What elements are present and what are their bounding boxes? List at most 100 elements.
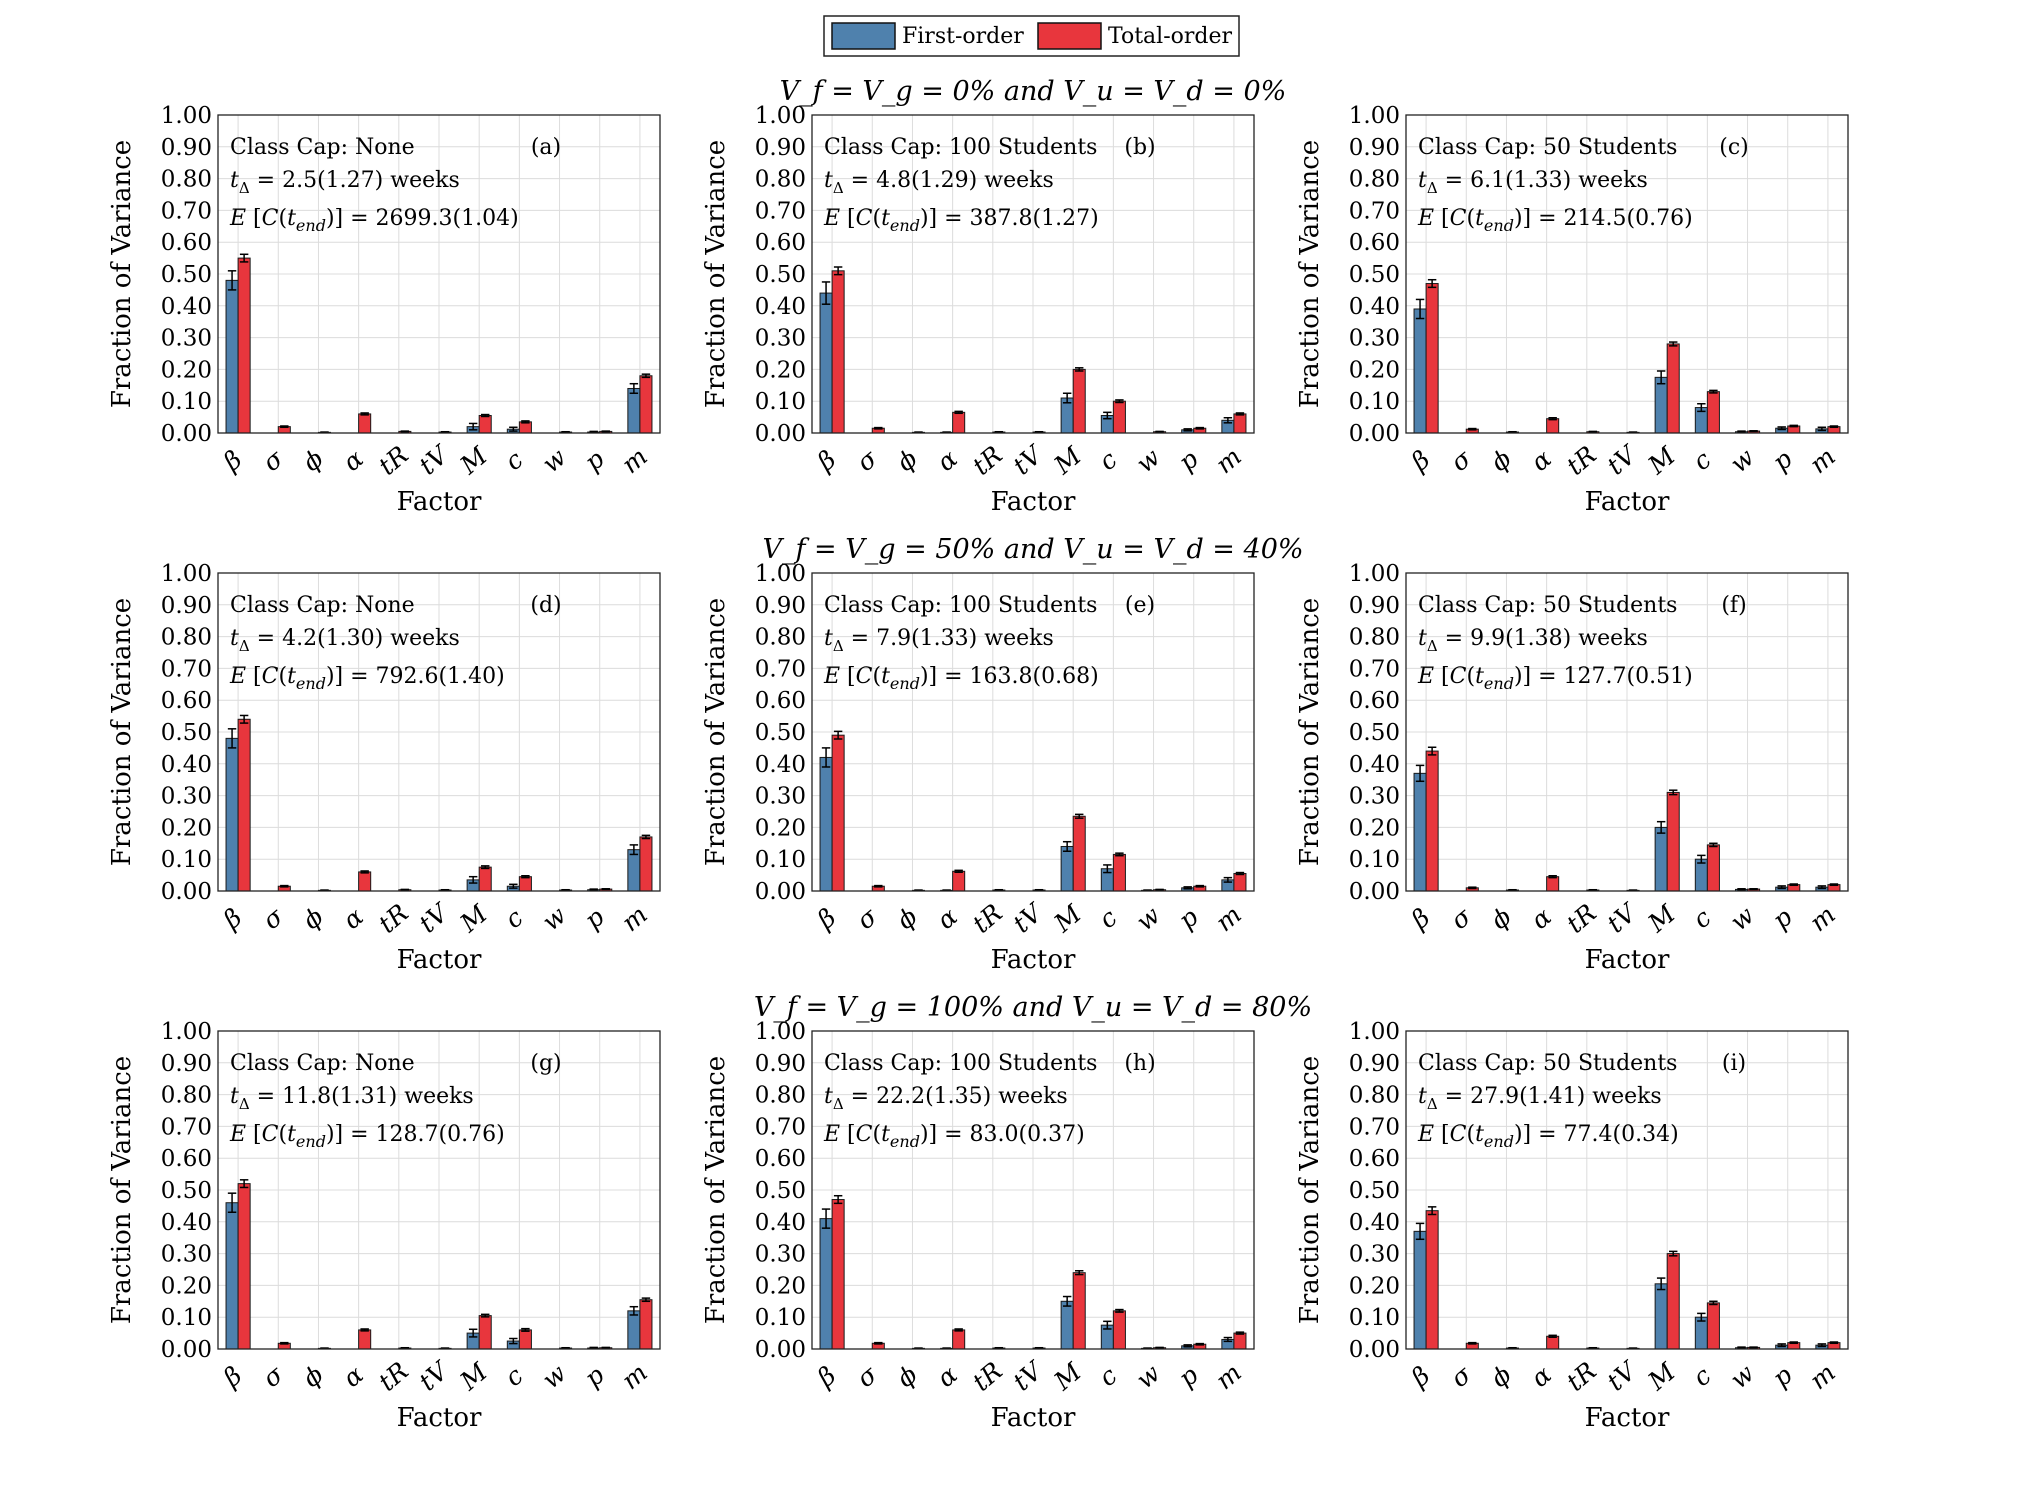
y-tick-label: 0.10 (755, 389, 806, 415)
y-tick-label: 0.50 (755, 1178, 806, 1204)
t-delta-value: = 4.8(1.29) weeks (844, 168, 1054, 193)
x-tick-label: σ (851, 1359, 883, 1393)
panel-label: (e) (1125, 593, 1155, 618)
y-axis-label: Fraction of Variance (701, 140, 731, 408)
y-tick-label: 0.70 (755, 656, 806, 682)
y-tick-label: 0.50 (755, 262, 806, 288)
expected-t: t (881, 664, 890, 689)
x-tick-label: p (1767, 1360, 1798, 1393)
expected-t: t (287, 1122, 296, 1147)
bar-total-order (639, 836, 653, 892)
x-axis-label: Factor (397, 487, 482, 517)
y-tick-label: 0.70 (161, 1114, 212, 1140)
y-tick-label: 0.10 (1349, 847, 1400, 873)
expected-c: C (262, 1122, 279, 1147)
bar-first-order (1060, 845, 1074, 892)
y-tick-label: 0.20 (1349, 357, 1400, 383)
x-tick-label: β (217, 445, 247, 477)
expected-c: C (1450, 206, 1467, 231)
y-tick-label: 0.80 (755, 1083, 806, 1109)
plot-frame (811, 114, 1255, 434)
bar-first-order (1060, 1300, 1074, 1350)
y-axis-label: Fraction of Variance (701, 1056, 731, 1324)
x-tick-label: p (1767, 902, 1798, 935)
t-delta-subscript: Δ (239, 1095, 250, 1113)
panel-h: 0.00 0.10 0.20 0.30 0.40 0.50 0.60 0.70 0.80 0.90… (701, 1019, 1255, 1433)
x-tick-label: β (1405, 903, 1435, 935)
x-tick-label: β (217, 903, 247, 935)
expected-bracket: [ (1434, 206, 1450, 231)
t-delta-symbol: t (824, 168, 833, 193)
y-tick-label: 0.00 (161, 1337, 212, 1363)
y-tick-label: 0.30 (1349, 784, 1400, 810)
expected-cost-text: E [C(tend)] = 128.7(0.76) (229, 1122, 505, 1151)
expected-bracket: [ (1434, 1122, 1450, 1147)
y-tick-label: 0.50 (1349, 262, 1400, 288)
x-tick-label: w (1725, 1359, 1760, 1395)
x-tick-label: tV (1601, 438, 1643, 480)
bar-first-order (819, 292, 833, 434)
x-tick-label: m (616, 442, 653, 479)
bar-total-order (1233, 413, 1247, 434)
x-tick-label: tV (1007, 1354, 1049, 1396)
x-tick-label: α (931, 1360, 963, 1393)
y-tick-label: 0.50 (1349, 1178, 1400, 1204)
x-tick-label: β (811, 903, 841, 935)
expected-t: t (1475, 206, 1484, 231)
t-delta-symbol: t (824, 1084, 833, 1109)
x-tick-label: σ (851, 901, 883, 935)
y-tick-label: 0.80 (1349, 625, 1400, 651)
y-tick-label: 0.30 (755, 1242, 806, 1268)
y-tick-label: 0.70 (161, 656, 212, 682)
y-tick-label: 0.40 (161, 1210, 212, 1236)
bar-total-order (1072, 1272, 1086, 1350)
y-tick-label: 0.90 (755, 1051, 806, 1077)
expected-symbol: E (229, 206, 246, 231)
y-tick-label: 0.30 (1349, 1242, 1400, 1268)
y-tick-label: 0.00 (161, 421, 212, 447)
expected-c: C (856, 206, 873, 231)
t-delta-value: = 22.2(1.35) weeks (844, 1084, 1068, 1109)
y-tick-label: 0.50 (161, 720, 212, 746)
x-tick-label: α (1525, 1360, 1557, 1393)
x-tick-label: tR (1561, 1356, 1602, 1397)
bar-first-order (627, 849, 641, 892)
x-tick-label: tV (1601, 896, 1643, 938)
x-tick-label: M (1048, 440, 1088, 480)
expected-c: C (856, 664, 873, 689)
expected-paren: ( (872, 664, 881, 689)
y-tick-label: 1.00 (755, 1019, 806, 1045)
x-tick-label: m (1804, 1358, 1841, 1395)
t-delta-text: tΔ = 4.2(1.30) weeks (230, 626, 460, 655)
bar-first-order (225, 279, 239, 434)
x-tick-label: m (1210, 900, 1247, 937)
legend-swatch-first-order (831, 22, 896, 50)
expected-value: )] = 163.8(0.68) (920, 664, 1099, 689)
x-tick-label: ϕ (891, 1360, 923, 1393)
y-tick-label: 0.80 (1349, 1083, 1400, 1109)
bar-total-order (1425, 1210, 1439, 1350)
t-delta-value: = 27.9(1.41) weeks (1438, 1084, 1662, 1109)
expected-c: C (856, 1122, 873, 1147)
t-delta-text: tΔ = 2.5(1.27) weeks (230, 168, 460, 197)
expected-cost-text: E [C(tend)] = 163.8(0.68) (823, 664, 1099, 693)
y-tick-label: 0.40 (1349, 752, 1400, 778)
x-tick-label: w (1131, 443, 1166, 479)
expected-t: t (1475, 664, 1484, 689)
y-tick-label: 0.80 (755, 625, 806, 651)
expected-paren: ( (1466, 206, 1475, 231)
expected-c: C (1450, 664, 1467, 689)
x-tick-label: ϕ (891, 444, 923, 477)
bar-total-order (1546, 418, 1560, 434)
x-tick-label: p (1767, 444, 1798, 477)
row-title-2: V_f = V_g = 50% and V_u = V_d = 40% (762, 534, 1303, 565)
x-tick-label: α (931, 902, 963, 935)
plot-frame (1405, 1030, 1849, 1350)
x-tick-label: M (454, 440, 494, 480)
expected-symbol: E (823, 664, 840, 689)
y-tick-label: 0.30 (1349, 326, 1400, 352)
y-tick-label: 0.80 (161, 625, 212, 651)
expected-cost-text: E [C(tend)] = 214.5(0.76) (1417, 206, 1693, 235)
y-tick-label: 0.30 (755, 784, 806, 810)
y-tick-label: 1.00 (161, 561, 212, 587)
